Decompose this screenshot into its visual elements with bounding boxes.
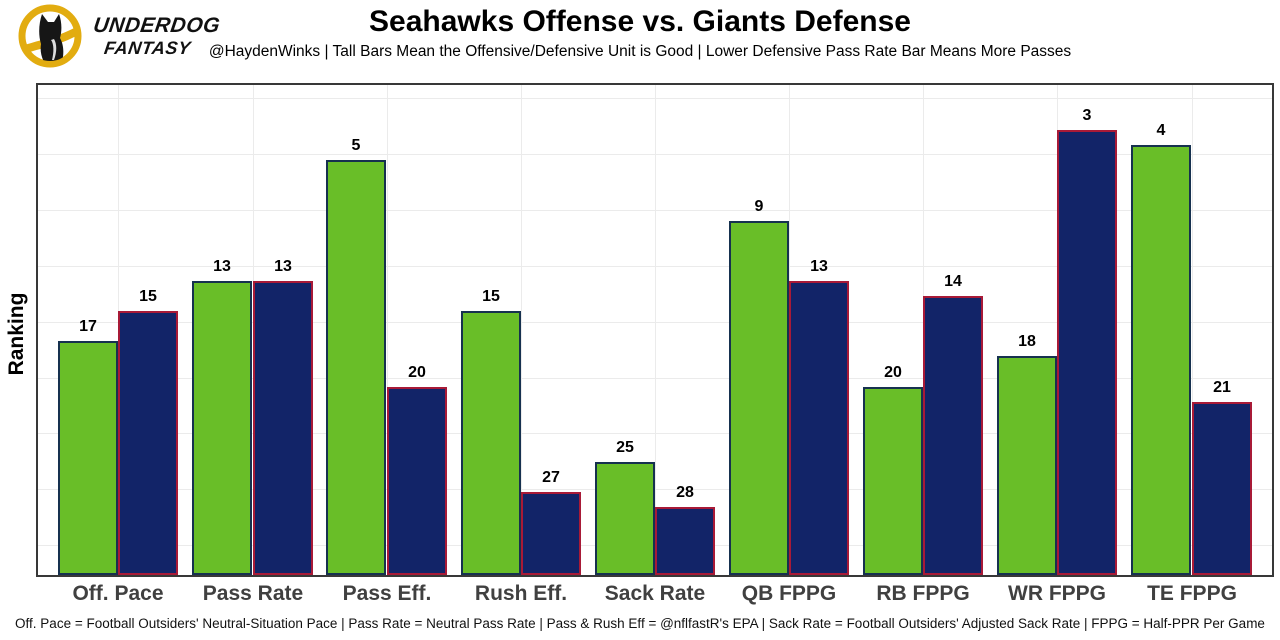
header: UNDERDOG FANTASY Seahawks Offense vs. Gi…: [0, 0, 1280, 80]
bar-offense: [326, 160, 386, 575]
bar-offense: [595, 462, 655, 575]
bar-defense: [387, 387, 447, 575]
bar-defense: [923, 296, 983, 575]
x-axis-label-pass-eff-: Pass Eff.: [342, 582, 432, 605]
x-axis-label-te-fppg: TE FPPG: [1147, 582, 1237, 605]
bar-value-label: 15: [482, 288, 500, 305]
bar-value-label: 25: [616, 439, 634, 456]
plot-area: 17 15 13 13 5 20 15 27 25 28 9 13 20 14 18 3 4 21: [36, 83, 1274, 577]
bar-value-label: 4: [1156, 122, 1166, 139]
gridline-vertical: [387, 85, 388, 575]
bar-defense: [789, 281, 849, 575]
bar-value-label: 5: [351, 137, 361, 154]
y-axis-title: Ranking: [5, 292, 28, 376]
x-axis-label-rush-eff-: Rush Eff.: [474, 582, 568, 605]
chart-subtitle: @HaydenWinks | Tall Bars Mean the Offens…: [208, 43, 1072, 60]
bar-value-label: 21: [1213, 379, 1231, 396]
bar-offense: [997, 356, 1057, 575]
bar-value-label: 18: [1018, 333, 1036, 350]
bar-offense: [863, 387, 923, 575]
bar-defense: [118, 311, 178, 575]
bar-offense: [1131, 145, 1191, 575]
gridline-vertical: [1192, 85, 1193, 575]
chart-title: Seahawks Offense vs. Giants Defense: [369, 5, 911, 38]
bar-value-label: 20: [884, 364, 902, 381]
underdog-fantasy-logo: UNDERDOG FANTASY: [18, 4, 222, 68]
x-axis-label-qb-fppg: QB FPPG: [741, 582, 837, 605]
bar-value-label: 17: [79, 318, 97, 335]
bar-value-label: 3: [1082, 107, 1092, 124]
bar-value-label: 13: [274, 258, 292, 275]
bar-defense: [1192, 402, 1252, 575]
x-axis-label-sack-rate: Sack Rate: [604, 582, 706, 605]
x-axis-label-rb-fppg: RB FPPG: [876, 582, 970, 605]
bar-offense: [58, 341, 118, 575]
dog-badge-icon: [18, 4, 82, 68]
x-axis-label-pass-rate: Pass Rate: [202, 582, 304, 605]
x-axis: Off. Pace Pass Rate Pass Eff. Rush Eff. Sack…: [36, 582, 1274, 610]
bar-defense: [1057, 130, 1117, 575]
bar-value-label: 28: [676, 484, 694, 501]
x-axis-label-wr-fppg: WR FPPG: [1008, 582, 1106, 605]
bar-offense: [461, 311, 521, 575]
bar-value-label: 15: [139, 288, 157, 305]
bar-offense: [729, 221, 789, 575]
bar-defense: [521, 492, 581, 575]
bar-value-label: 13: [810, 258, 828, 275]
bar-value-label: 13: [213, 258, 231, 275]
bar-value-label: 27: [542, 469, 560, 486]
bar-defense: [655, 507, 715, 575]
x-axis-label-off-pace: Off. Pace: [72, 582, 164, 605]
bar-offense: [192, 281, 252, 575]
bar-value-label: 14: [944, 273, 962, 290]
bar-value-label: 9: [754, 198, 764, 215]
footer-note: Off. Pace = Football Outsiders' Neutral-…: [15, 616, 1265, 631]
bar-value-label: 20: [408, 364, 426, 381]
gridline-vertical: [655, 85, 656, 575]
gridline-vertical: [521, 85, 522, 575]
bar-defense: [253, 281, 313, 575]
